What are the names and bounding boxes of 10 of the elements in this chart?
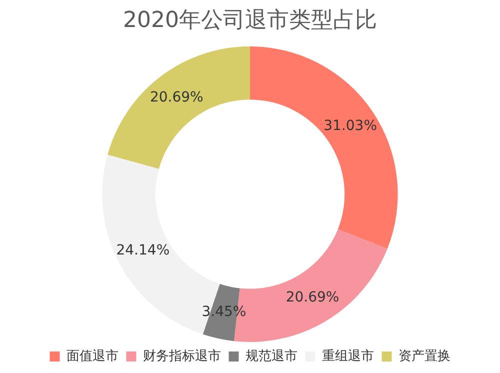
data-label: 31.03% [324,118,377,134]
data-label: 24.14% [116,242,170,259]
legend-label: 资产置换 [398,348,450,364]
data-label: 20.69% [150,89,204,106]
legend-label: 面值退市 [66,348,118,364]
data-label: 20.69% [286,290,340,306]
legend-label: 财务指标退市 [142,348,221,364]
chart-title: 2020年公司退市类型占比 [123,8,377,33]
legend-label: 规范退市 [245,348,298,364]
legend-label: 重组退市 [322,348,374,364]
